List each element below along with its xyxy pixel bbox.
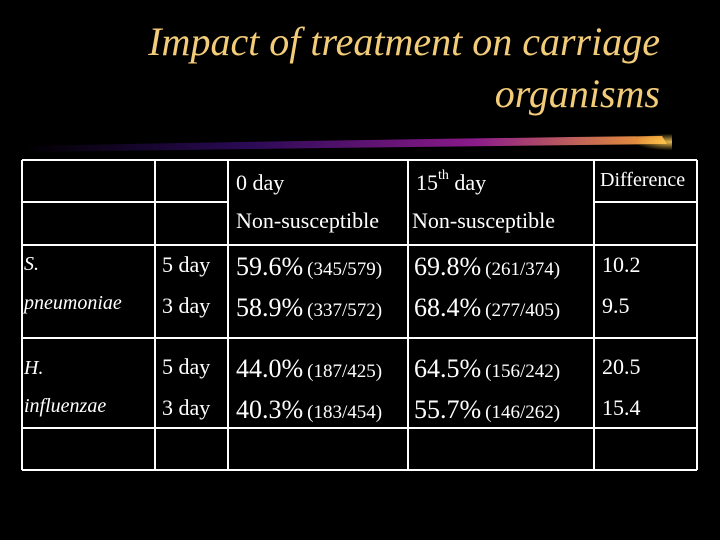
header-day0-sub: Non-susceptible	[236, 208, 379, 233]
header-difference: Difference	[600, 169, 686, 191]
difference-value: 9.5	[602, 293, 630, 318]
duration-cell: 5 day	[162, 252, 211, 277]
slide-title-line2: organisms	[494, 71, 660, 116]
day0-value: 40.3% (183/454)	[236, 395, 383, 424]
duration-cell: 5 day	[162, 354, 211, 379]
difference-value: 10.2	[602, 252, 641, 277]
organism-label-line2: pneumoniae	[24, 292, 122, 314]
day15-value: 55.7% (146/262)	[414, 395, 561, 424]
difference-value: 20.5	[602, 354, 641, 379]
organism-label-line1: S.	[24, 253, 39, 275]
day0-value: 59.6% (345/579)	[236, 252, 383, 281]
day15-value: 64.5% (156/242)	[414, 354, 561, 383]
day15-value: 68.4% (277/405)	[414, 293, 561, 322]
title-underline-swoosh	[22, 130, 672, 156]
day15-value: 69.8% (261/374)	[414, 252, 561, 281]
day0-value: 44.0% (187/425)	[236, 354, 383, 383]
duration-cell: 3 day	[162, 293, 211, 318]
organism-label-line2: influenzae	[24, 395, 107, 417]
header-day0: 0 day	[236, 170, 285, 195]
day0-value: 58.9% (337/572)	[236, 293, 383, 322]
difference-value: 15.4	[602, 395, 641, 420]
organism-label-line1: H.	[24, 357, 44, 379]
header-day15: 15th day	[416, 168, 487, 195]
header-day15-sub: Non-susceptible	[412, 208, 555, 233]
duration-cell: 3 day	[162, 395, 211, 420]
slide-title-line1: Impact of treatment on carriage	[148, 19, 660, 64]
